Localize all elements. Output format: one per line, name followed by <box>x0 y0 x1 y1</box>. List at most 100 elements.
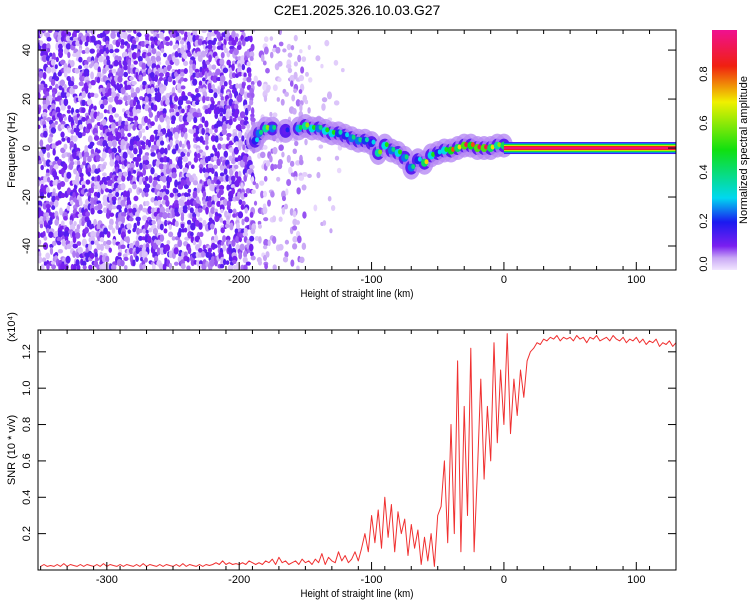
noise-cell <box>234 171 239 178</box>
noise-cell <box>99 103 105 110</box>
noise-cell <box>158 72 164 78</box>
noise-cell <box>57 230 63 239</box>
noise-cell <box>296 187 301 195</box>
noise-cell <box>222 244 227 252</box>
noise-cell <box>121 164 126 170</box>
noise-cell <box>109 159 115 167</box>
noise-cell <box>60 103 66 111</box>
noise-cell <box>120 239 125 247</box>
noise-cell <box>189 129 194 134</box>
noise-cell <box>142 71 147 77</box>
noise-cell <box>276 97 280 102</box>
noise-cell <box>150 167 155 175</box>
noise-cell <box>263 46 269 55</box>
noise-cell <box>147 84 151 90</box>
noise-cell <box>96 264 101 270</box>
noise-cell <box>174 51 179 58</box>
noise-cell <box>123 65 129 71</box>
noise-cell <box>133 115 139 122</box>
noise-cell <box>298 74 305 82</box>
noise-cell <box>41 43 48 51</box>
noise-cell <box>143 155 149 162</box>
noise-cell <box>95 154 101 162</box>
noise-cell <box>246 50 251 58</box>
noise-cell <box>45 159 51 167</box>
noise-cell <box>108 114 114 123</box>
noise-cell <box>162 108 167 115</box>
noise-cell <box>78 81 84 87</box>
noise-cell <box>246 92 251 98</box>
noise-cell <box>213 234 219 243</box>
noise-cell <box>255 182 259 190</box>
noise-cell <box>81 220 85 227</box>
noise-cell <box>235 222 240 231</box>
noise-cell <box>166 157 170 163</box>
noise-cell <box>173 95 179 102</box>
noise-cell <box>180 195 187 201</box>
noise-cell <box>282 256 289 263</box>
noise-cell <box>85 211 91 218</box>
noise-cell <box>236 94 243 103</box>
noise-cell <box>57 71 62 77</box>
signal-peak <box>470 142 475 148</box>
noise-cell <box>72 243 79 249</box>
noise-cell <box>175 111 180 117</box>
noise-cell <box>72 235 77 244</box>
noise-cell <box>144 222 148 231</box>
noise-cell <box>265 67 270 74</box>
signal-peak <box>384 142 389 148</box>
noise-cell <box>329 228 333 234</box>
noise-cell <box>292 108 297 115</box>
noise-cell <box>187 104 191 110</box>
noise-cell <box>151 220 156 225</box>
noise-cell <box>275 46 281 54</box>
noise-cell <box>43 130 48 138</box>
noise-cell <box>179 39 185 45</box>
spectrogram-frame <box>37 29 677 271</box>
noise-cell <box>84 47 90 54</box>
noise-cell <box>202 190 207 198</box>
noise-cell <box>175 139 180 146</box>
noise-cell <box>174 220 179 228</box>
noise-cell <box>192 63 196 71</box>
noise-cell <box>132 169 137 174</box>
noise-cell <box>223 81 228 87</box>
noise-cell <box>59 207 63 216</box>
noise-cell <box>42 72 47 80</box>
noise-cell <box>190 164 195 170</box>
noise-cell <box>96 191 101 199</box>
noise-cell <box>102 139 108 148</box>
noise-cell <box>38 107 41 115</box>
noise-cell <box>286 43 292 51</box>
noise-cell <box>122 108 126 113</box>
noise-cell <box>70 199 74 205</box>
noise-cell <box>232 117 237 123</box>
noise-cell <box>111 147 118 154</box>
signal-peak <box>305 122 310 128</box>
noise-cell <box>138 204 143 211</box>
noise-cell <box>126 199 132 206</box>
noise-cell <box>93 184 99 190</box>
signal-peak <box>411 164 416 170</box>
noise-cell <box>76 241 82 246</box>
noise-cell <box>106 58 111 67</box>
noise-cell <box>171 119 176 125</box>
noise-cell <box>293 34 298 42</box>
noise-cell <box>280 98 285 106</box>
noise-cell <box>120 260 125 267</box>
noise-cell <box>253 75 258 84</box>
noise-cell <box>250 255 256 261</box>
noise-cell <box>113 59 119 67</box>
noise-cell <box>89 92 95 97</box>
noise-cell <box>186 256 190 263</box>
noise-cell <box>202 219 207 227</box>
snr-y-tick-label: 0.8 <box>21 417 33 432</box>
noise-cell <box>112 190 117 198</box>
noise-cell <box>241 63 246 71</box>
noise-cell <box>220 95 225 102</box>
noise-cell <box>220 51 225 59</box>
noise-cell <box>299 103 303 112</box>
noise-cell <box>228 155 233 162</box>
noise-cell <box>45 186 50 194</box>
noise-cell <box>39 30 43 38</box>
